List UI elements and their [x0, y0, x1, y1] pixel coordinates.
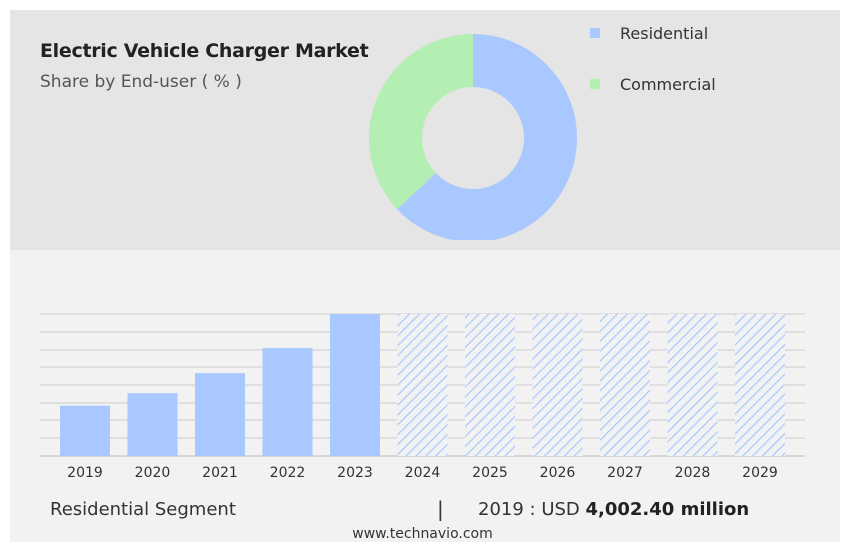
x-tick-label-2027: 2027 — [607, 465, 643, 481]
x-tick-label-2026: 2026 — [540, 465, 576, 481]
donut-slice-commercial — [369, 34, 473, 210]
x-tick-label-2020: 2020 — [135, 465, 171, 481]
legend-swatch-residential — [590, 28, 600, 38]
legend-swatch-commercial — [590, 79, 600, 89]
donut-slice-residential — [397, 34, 577, 240]
x-tick-label-2022: 2022 — [270, 465, 306, 481]
website-link: www.technavio.com — [352, 526, 493, 542]
bar-2022 — [262, 347, 313, 456]
bar-2020 — [127, 393, 178, 456]
x-tick-label-2028: 2028 — [675, 465, 711, 481]
footer-separator: | — [437, 497, 444, 521]
bar-forecast-2028 — [667, 314, 718, 456]
chart-subtitle: Share by End-user ( % ) — [40, 72, 242, 92]
bar-forecast-2029 — [735, 314, 785, 456]
segment-stat: 2019 : USD 4,002.40 million — [478, 499, 749, 520]
bar-2023 — [330, 314, 380, 456]
bar-2019 — [60, 405, 110, 456]
bar-forecast-2027 — [600, 314, 650, 456]
bar-forecast-2026 — [532, 314, 583, 456]
x-tick-label-2029: 2029 — [742, 465, 778, 481]
x-tick-label-2025: 2025 — [472, 465, 508, 481]
legend-item-residential: Residential — [590, 23, 708, 43]
bar-2021 — [195, 373, 245, 456]
segment-stat-value: 4,002.40 million — [585, 499, 750, 520]
x-tick-label-2021: 2021 — [202, 465, 238, 481]
legend-label-commercial: Commercial — [620, 74, 716, 94]
legend-item-commercial: Commercial — [590, 74, 716, 94]
chart-title: Electric Vehicle Charger Market — [40, 40, 369, 62]
donut-chart — [369, 34, 577, 240]
segment-label: Residential Segment — [50, 499, 236, 520]
x-tick-label-2023: 2023 — [337, 465, 373, 481]
bar-forecast-2025 — [465, 314, 515, 456]
x-tick-label-2019: 2019 — [67, 465, 103, 481]
bar-forecast-2024 — [397, 314, 448, 456]
legend-label-residential: Residential — [620, 23, 709, 43]
segment-stat-prefix: 2019 : USD — [478, 499, 586, 520]
bar-chart: 2019 2020 2021 2022 2023 2024 2025 2026 2027 2028… — [40, 313, 805, 481]
x-tick-label-2024: 2024 — [405, 465, 441, 481]
